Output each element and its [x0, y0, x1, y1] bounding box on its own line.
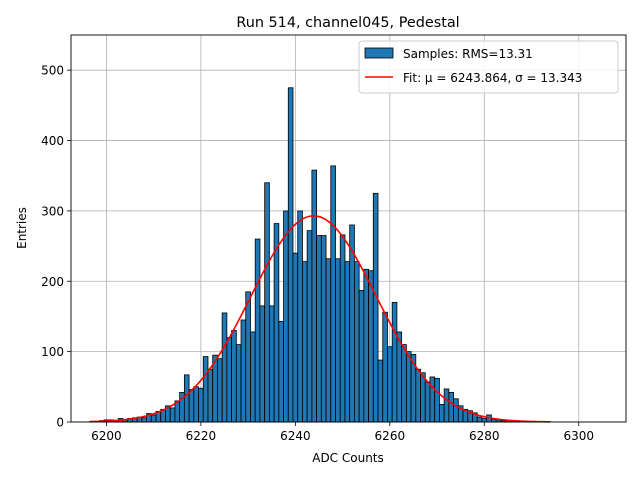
legend-histogram-swatch: [364, 47, 394, 59]
legend-box: [358, 40, 619, 94]
chart-title: Run 514, channel045, Pedestal: [236, 15, 459, 31]
fit-layer: [89, 215, 551, 423]
x-tick-label: 6280: [469, 429, 500, 443]
y-tick-label: 500: [41, 64, 64, 78]
histogram-bar: [141, 417, 147, 423]
histogram-bar: [476, 416, 483, 423]
histogram-bar: [273, 223, 280, 423]
histogram-bar: [429, 376, 436, 423]
histogram-bar: [150, 414, 157, 423]
histogram-bar: [306, 230, 313, 423]
histogram-bar: [217, 358, 223, 423]
histogram-bar: [396, 331, 403, 423]
histogram-bar: [169, 407, 176, 423]
histogram-bar: [448, 392, 454, 423]
histogram-bar: [443, 388, 450, 423]
histogram-bar: [316, 235, 322, 423]
histogram-bar: [226, 337, 232, 423]
histogram-bar: [259, 305, 266, 423]
histogram-bar: [302, 261, 308, 423]
histogram-bar: [434, 377, 440, 423]
histogram-bar: [278, 320, 284, 423]
histogram-bar: [405, 351, 412, 423]
histogram-bar: [325, 258, 332, 423]
histogram-bar: [420, 372, 426, 423]
histogram-bar: [372, 192, 379, 423]
histogram-bar: [245, 291, 251, 423]
histogram-bar: [387, 346, 393, 423]
histogram-bar: [339, 234, 346, 423]
histogram-bar: [268, 305, 275, 423]
gaussian-fit-curve: [89, 215, 551, 423]
histogram-bar: [391, 301, 398, 423]
y-tick-label: 400: [41, 134, 64, 148]
y-tick-label: 0: [56, 416, 64, 430]
histogram-bar: [401, 344, 407, 423]
histogram-bar: [415, 368, 421, 423]
histogram-bar: [320, 235, 327, 423]
y-axis-label: Entries: [15, 207, 29, 249]
histogram-bar: [297, 210, 303, 423]
x-tick-label: 6220: [186, 429, 217, 443]
histogram-bar: [254, 238, 261, 423]
histogram-bar: [424, 381, 431, 423]
legend-histogram-label: Samples: RMS=13.31: [403, 47, 533, 61]
histogram-bar: [193, 386, 199, 423]
plot-frame: [70, 34, 627, 423]
legend-fit-label: Fit: μ = 6243.864, σ = 13.343: [403, 71, 582, 85]
histogram-bar: [453, 398, 459, 423]
legend: Samples: RMS=13.31 Fit: μ = 6243.864, σ …: [358, 40, 619, 94]
histogram-bar: [283, 210, 289, 423]
x-axis-ticks: 6200 6220 6240 6260 6280 6300: [91, 422, 594, 443]
histogram-bar: [231, 330, 237, 423]
histogram-bar: [330, 165, 336, 423]
histogram-bar: [377, 359, 384, 423]
histogram-bar: [344, 261, 351, 423]
x-axis-label: ADC Counts: [312, 451, 384, 465]
histogram-bar: [335, 258, 341, 423]
x-tick-label: 6240: [280, 429, 311, 443]
histogram-bar: [198, 387, 204, 423]
histogram-bar: [368, 270, 374, 423]
histogram-bar: [354, 261, 360, 423]
histogram-bars: [89, 87, 521, 423]
x-tick-label: 6200: [91, 429, 122, 443]
histogram-bar: [221, 312, 228, 423]
histogram-bar: [264, 182, 270, 423]
histogram-bar: [250, 331, 256, 423]
histogram-bar: [358, 290, 365, 423]
histogram-bar: [202, 356, 209, 423]
histogram-bar: [363, 268, 369, 423]
y-axis-ticks: 0 100 200 300 400 500: [41, 64, 71, 430]
histogram-bar: [481, 418, 488, 423]
histogram-bar: [212, 354, 218, 423]
histogram-bar: [311, 169, 318, 423]
histogram-bar: [207, 368, 214, 423]
histogram-bar: [287, 87, 294, 423]
histogram-bar: [439, 404, 445, 423]
histogram-bar: [188, 389, 195, 423]
histogram-bar: [235, 344, 242, 423]
x-tick-label: 6260: [375, 429, 406, 443]
x-tick-label: 6300: [563, 429, 594, 443]
histogram-bar: [382, 311, 388, 423]
histogram-bar: [183, 374, 190, 423]
y-tick-label: 300: [41, 204, 64, 218]
histogram-bar: [292, 252, 299, 423]
y-tick-label: 200: [41, 275, 64, 289]
histogram-bar: [240, 319, 247, 423]
y-tick-label: 100: [41, 345, 64, 359]
